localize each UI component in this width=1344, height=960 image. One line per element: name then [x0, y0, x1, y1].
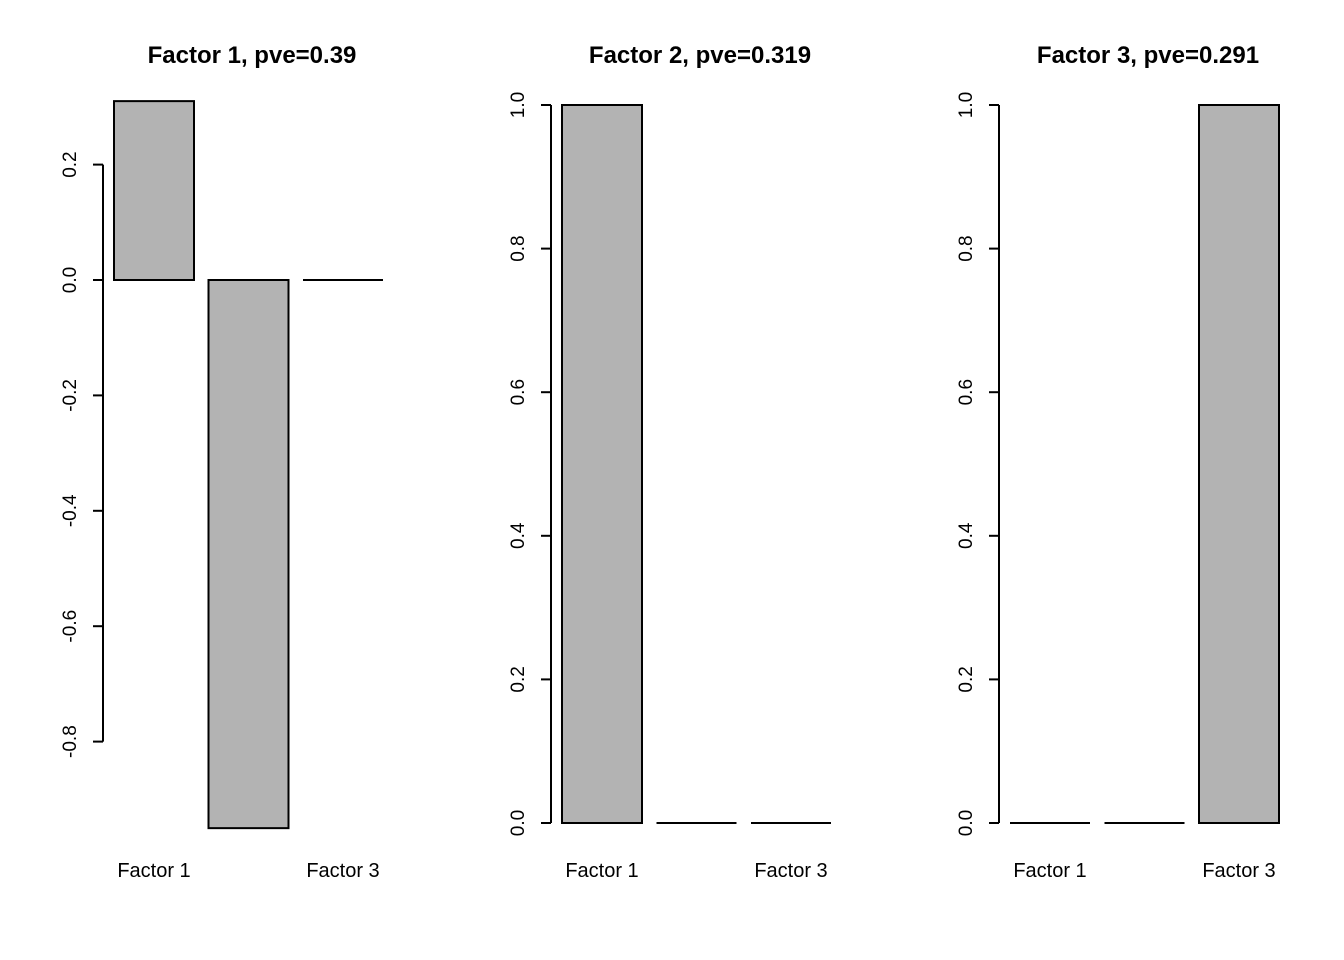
x-category-label-factor-1: Factor 1: [1013, 860, 1086, 882]
y-tick-label: 0.8: [508, 235, 529, 261]
bar-factor-1: [561, 104, 643, 824]
y-tick-label: -0.4: [60, 494, 81, 527]
y-tick-label: 0.0: [956, 810, 977, 836]
chart-panel-factor-3: Factor 3, pve=0.291 1.0 0.8 0.6 0.4 0.2 0.0 Fac…: [896, 0, 1344, 960]
chart-canvas-factor-1: Factor 1, pve=0.39 0.2 0.0 -0.2 -0.4 -0.6 -0.8…: [60, 42, 383, 882]
chart-panel-factor-2: Factor 2, pve=0.319 1.0 0.8 0.6 0.4 0.2 0.0 Fac…: [448, 0, 896, 960]
x-category-label-factor-3: Factor 3: [754, 860, 827, 882]
y-tick-label: 0.2: [508, 666, 529, 692]
bar-factor-1: [113, 100, 195, 281]
y-tick-label: 1.0: [508, 92, 529, 118]
bar-factor-2: [207, 279, 290, 830]
x-category-label-factor-1: Factor 1: [565, 860, 638, 882]
chart-canvas-factor-3: Factor 3, pve=0.291 1.0 0.8 0.6 0.4 0.2 0.0 Fac…: [956, 42, 1280, 882]
y-tick-label: -0.2: [60, 379, 81, 412]
y-tick-label: 0.2: [956, 666, 977, 692]
y-tick-label: 0.8: [956, 235, 977, 261]
y-tick-label: 0.2: [60, 151, 81, 177]
bar-factor-3: [1198, 104, 1280, 824]
y-tick-label: -0.8: [60, 725, 81, 758]
y-tick-label: -0.6: [60, 610, 81, 643]
y-tick-label: 0.6: [956, 379, 977, 405]
chart-title: Factor 1, pve=0.39: [148, 42, 357, 69]
x-category-label-factor-3: Factor 3: [1202, 860, 1275, 882]
chart-canvas-factor-2: Factor 2, pve=0.319 1.0 0.8 0.6 0.4 0.2 0.0 Fac…: [508, 42, 831, 882]
x-category-label-factor-1: Factor 1: [117, 860, 190, 882]
x-category-label-factor-3: Factor 3: [306, 860, 379, 882]
y-tick-label: 0.0: [60, 267, 81, 293]
y-tick-label: 0.4: [956, 522, 977, 549]
y-tick-label: 0.4: [508, 522, 529, 549]
y-tick-label: 0.0: [508, 810, 529, 836]
y-tick-label: 0.6: [508, 379, 529, 405]
y-tick-label: 1.0: [956, 92, 977, 118]
chart-title: Factor 3, pve=0.291: [1037, 42, 1259, 69]
chart-title: Factor 2, pve=0.319: [589, 42, 811, 69]
chart-panel-factor-1: Factor 1, pve=0.39 0.2 0.0 -0.2 -0.4 -0.6 -0.8…: [0, 0, 448, 960]
